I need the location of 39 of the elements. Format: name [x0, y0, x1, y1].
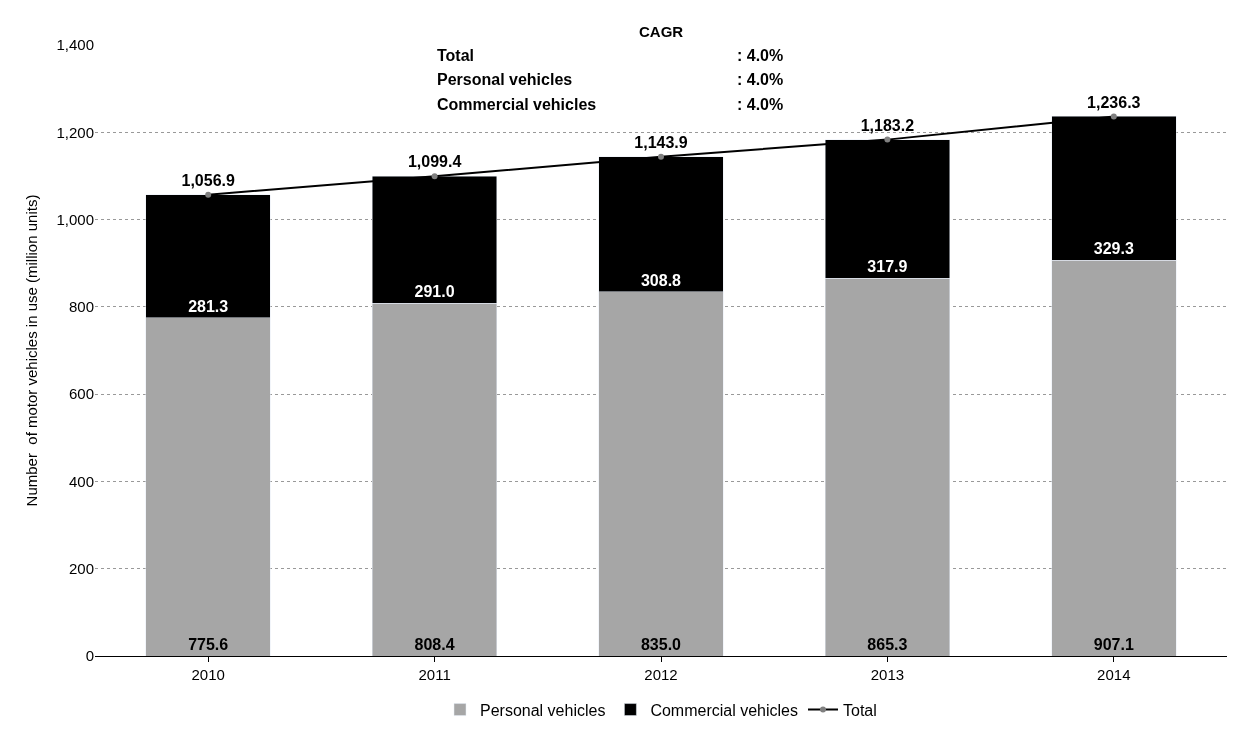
- data-label: 1,056.9: [181, 171, 235, 189]
- annotation: Commercial vehicles: [437, 96, 597, 113]
- data-label: 281.3: [188, 297, 229, 315]
- annotation: Personal vehicles: [437, 71, 573, 88]
- data-label: 317.9: [867, 258, 908, 276]
- data-label: 1,143.9: [634, 134, 688, 152]
- y-tick-label: 1,400: [56, 36, 94, 54]
- x-tick-label: 2010: [191, 666, 225, 683]
- data-label: 907.1: [1093, 636, 1134, 653]
- annotation: : 4.0%: [737, 47, 784, 64]
- x-tick-label: 2012: [644, 666, 678, 683]
- data-label: 329.3: [1093, 240, 1134, 258]
- x-tick-label: 2014: [1097, 666, 1131, 683]
- data-label: 291.0: [414, 283, 455, 301]
- annotation: : 4.0%: [737, 96, 784, 113]
- text: CAGR: [639, 23, 684, 40]
- y-tick-label: 200: [68, 559, 94, 577]
- y-tick-label: 400: [68, 472, 94, 490]
- y-tick-label: 1,000: [56, 210, 94, 228]
- data-label: 835.0: [640, 636, 682, 653]
- data-label: 865.3: [867, 636, 908, 653]
- y-tick-label: 800: [68, 298, 94, 316]
- legend-label: Personal vehicles: [480, 701, 606, 719]
- data-label: 1,236.3: [1087, 93, 1141, 111]
- y-axis-title: Number of motor vehicles in use (million units): [22, 194, 40, 507]
- y-tick-label: 0: [85, 647, 94, 665]
- y-tick-label: 1,200: [56, 123, 94, 141]
- legend-label: Commercial vehicles: [650, 701, 798, 719]
- data-label: 808.4: [414, 636, 455, 653]
- data-label: 308.8: [640, 271, 682, 289]
- data-label: 1,183.2: [860, 116, 915, 134]
- data-label: 1,099.4: [407, 153, 462, 171]
- annotation: Total: [437, 47, 475, 64]
- y-tick-label: 600: [68, 385, 94, 403]
- legend-label: Total: [843, 701, 877, 719]
- x-tick-label: 2013: [870, 666, 905, 683]
- x-tick-label: 2011: [418, 666, 451, 683]
- data-label: 775.6: [188, 636, 229, 653]
- annotation: : 4.0%: [737, 71, 784, 88]
